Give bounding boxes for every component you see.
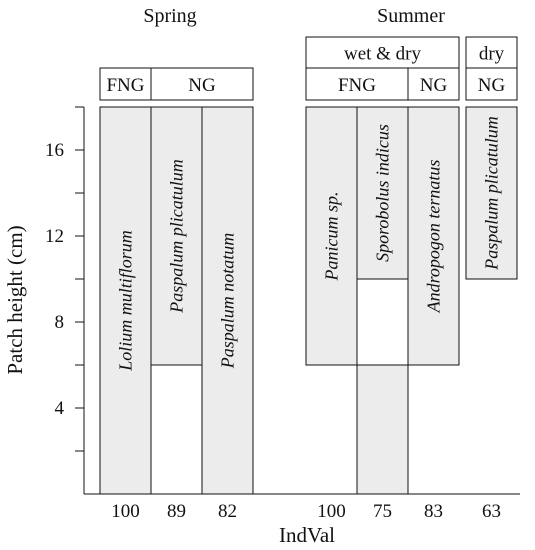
species-label: Lolium multiflorum — [116, 230, 136, 372]
grass-type-header-box — [150, 67, 254, 101]
season-label: Spring — [143, 5, 196, 27]
indval-value: 75 — [373, 501, 392, 522]
grass-type-header-label: NG — [420, 75, 448, 96]
indicator-bar — [465, 106, 518, 280]
season-label: Summer — [377, 5, 445, 27]
x-axis-title: IndVal — [279, 523, 335, 547]
grass-type-header-label: FNG — [106, 75, 144, 96]
indval-value: 100 — [317, 501, 346, 522]
bars-layer: Lolium multiflorum Paspalum plicatulum Pas… — [99, 106, 518, 495]
indval-value: 83 — [424, 501, 443, 522]
indicator-bar — [150, 106, 203, 366]
grass-type-header-box — [407, 67, 460, 101]
grass-type-header-label: FNG — [338, 75, 376, 96]
grass-type-header-box — [305, 67, 409, 101]
grass-type-header-label: NG — [188, 75, 216, 96]
indicator-bar — [99, 106, 152, 495]
species-label: Paspalum notatum — [218, 233, 238, 370]
species-label: Paspalum plicatulum — [167, 159, 187, 314]
y-tick-label: 16 — [45, 140, 64, 161]
species-label: Sporobolus indicus — [373, 124, 393, 262]
species-label: Paspalum plicatulum — [482, 116, 502, 271]
y-tick-label: 4 — [55, 398, 65, 419]
species-label: Andropogon ternatus — [424, 160, 444, 314]
indval-labels: 100 89 82 100 75 83 63 — [111, 501, 501, 522]
y-tick-label: 8 — [55, 312, 65, 333]
grass-type-header-box — [99, 67, 152, 101]
grass-type-header-box — [465, 67, 518, 101]
condition-header-box — [305, 36, 460, 69]
y-tick-label: 12 — [45, 226, 64, 247]
condition-header-label: dry — [479, 44, 505, 65]
condition-header-label: wet & dry — [344, 44, 422, 65]
y-axis: 4 8 12 16 — [45, 106, 520, 495]
indicator-bar — [407, 106, 460, 366]
indicator-bar — [305, 106, 358, 366]
indval-value: 100 — [111, 501, 140, 522]
indval-value: 89 — [167, 501, 186, 522]
indicator-bar — [201, 106, 254, 495]
grass-type-header-label: NG — [478, 75, 506, 96]
bar-gap — [357, 279, 408, 365]
header-layer: Spring FNG NG Summer wet & dry dry FNG NG NG — [99, 5, 518, 101]
y-axis-title: Patch height (cm) — [3, 225, 27, 374]
indval-value: 82 — [218, 501, 237, 522]
species-label: Panicum sp. — [322, 192, 342, 282]
condition-header-box — [465, 36, 518, 69]
indval-value: 63 — [482, 501, 501, 522]
